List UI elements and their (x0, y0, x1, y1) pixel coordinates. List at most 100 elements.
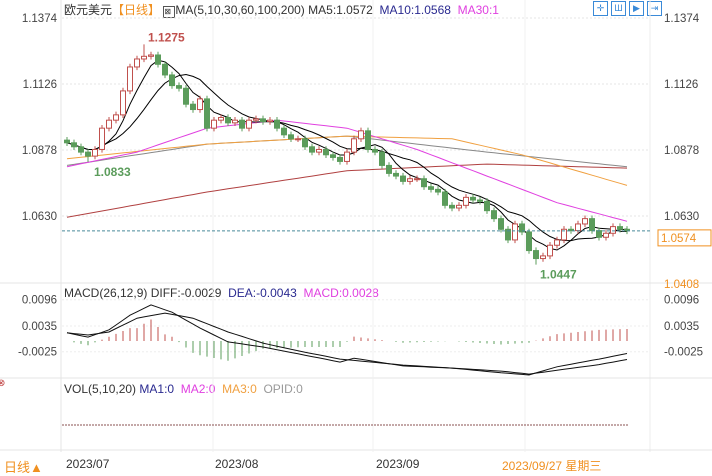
candle-up (540, 255, 546, 260)
candle-up (92, 148, 98, 157)
ma30-value: MA30:1 (457, 3, 499, 17)
candle-up (232, 119, 238, 124)
candle-down (484, 200, 490, 212)
candle-up (554, 239, 560, 246)
candle-down (477, 199, 483, 202)
candle-up (407, 178, 413, 182)
candle-down (281, 127, 287, 136)
candle-down (533, 250, 539, 260)
candle-down (421, 178, 427, 188)
ma200-line (66, 163, 628, 218)
candle-down (64, 139, 70, 144)
candle-down (323, 148, 329, 156)
price-tick-left: 1.0630 (22, 211, 57, 223)
macd-tick-right: 0.0096 (664, 295, 699, 307)
macd-diff: DIFF:-0.0029 (150, 286, 222, 300)
macd-tick-left: 0.0096 (22, 295, 57, 307)
candle-down (372, 148, 378, 153)
last-price-label: 1.0574 (661, 233, 697, 245)
forward-icon[interactable]: ⇥ (647, 1, 662, 16)
ma-icon: ⊠ (163, 6, 176, 18)
vol-opid: OPID:0 (263, 382, 303, 396)
candle-down (260, 118, 266, 123)
candle-down (309, 146, 315, 153)
candle-down (239, 119, 245, 129)
symbol-name: 欧元美元 (64, 3, 113, 17)
candle-up (246, 119, 252, 129)
ma5-value: MA5:1.0572 (308, 3, 373, 17)
candle-up (512, 223, 518, 241)
crosshair-icon: ⊗ (0, 378, 6, 389)
candle-down (449, 204, 455, 209)
candle-up (267, 119, 273, 123)
candle-up (456, 204, 462, 209)
toolbar: ✛ Ш ▶ ⇥ (593, 1, 662, 16)
candle-up (344, 151, 350, 162)
macd-tick-right: 0.0035 (664, 321, 699, 333)
price-tick-left: 1.1126 (23, 79, 57, 91)
bars-icon[interactable]: Ш (611, 1, 626, 16)
macd-label: MACD(26,12,9) (64, 286, 148, 300)
candle-up (141, 55, 147, 60)
candle-down (162, 63, 168, 76)
candle-down (386, 164, 392, 174)
macd-dea: DEA:-0.0043 (228, 286, 297, 300)
period-toggle[interactable]: 日线▲ (4, 460, 43, 475)
candle-down (176, 85, 182, 89)
date-label-jul: 2023/07 (66, 457, 110, 471)
high-annotation: 1.1275 (148, 30, 185, 44)
play-icon[interactable]: ▶ (629, 1, 644, 16)
date-label-aug: 2023/08 (215, 457, 259, 471)
candle-down (442, 191, 448, 206)
candle-down (365, 130, 371, 150)
vol-header: VOL(5,10,20) MA1:0 MA2:0 MA3:0 OPID:0 (64, 382, 303, 396)
candle-down (470, 196, 476, 201)
ma60-line (66, 135, 628, 186)
price-tick-left: 1.0878 (22, 145, 57, 157)
candle-down (379, 151, 385, 166)
candle-up (316, 148, 322, 153)
period-label[interactable]: 【日线】 (112, 3, 161, 17)
candle-down (617, 226, 623, 230)
candle-up (610, 226, 616, 234)
candle-down (491, 210, 497, 220)
candle-down (393, 172, 399, 177)
candle-up (358, 130, 364, 140)
candle-down (596, 230, 602, 238)
candle-down (589, 218, 595, 232)
candle-up (218, 117, 224, 121)
price-tick-right: 1.1374 (664, 13, 700, 25)
vol-label: VOL(5,10,20) (64, 382, 137, 396)
move-icon[interactable]: ✛ (593, 1, 608, 16)
candle-down (71, 142, 77, 148)
candle-up (134, 58, 140, 68)
candle-down (428, 186, 434, 190)
candle-down (225, 117, 231, 124)
candle-up (106, 119, 112, 129)
cursor-date: 2023/09/27 星期三 (502, 459, 602, 473)
candle-down (498, 218, 504, 230)
candle-up (575, 223, 581, 232)
ma30-line (66, 119, 628, 222)
candle-down (274, 119, 280, 129)
date-label-sep: 2023/09 (376, 457, 420, 471)
candle-down (568, 228, 574, 232)
candle-up (253, 118, 259, 121)
candle-down (526, 231, 532, 252)
diff-line (66, 304, 628, 376)
candle-down (190, 103, 196, 111)
candle-up (113, 114, 119, 121)
macd-header: MACD(26,12,9) DIFF:-0.0029 DEA:-0.0043 M… (64, 286, 379, 300)
candle-down (435, 188, 441, 193)
candle-up (463, 196, 469, 206)
candle-down (169, 74, 175, 87)
candle-down (183, 87, 189, 105)
candle-up (211, 119, 217, 129)
macd-tick-left: 0.0035 (22, 321, 57, 333)
candle-down (302, 138, 308, 148)
candle-up (414, 178, 420, 181)
candle-down (330, 154, 336, 158)
vol-ma1: MA1:0 (139, 382, 175, 396)
ma-label: MA(5,10,30,60,100,200) (175, 3, 305, 17)
